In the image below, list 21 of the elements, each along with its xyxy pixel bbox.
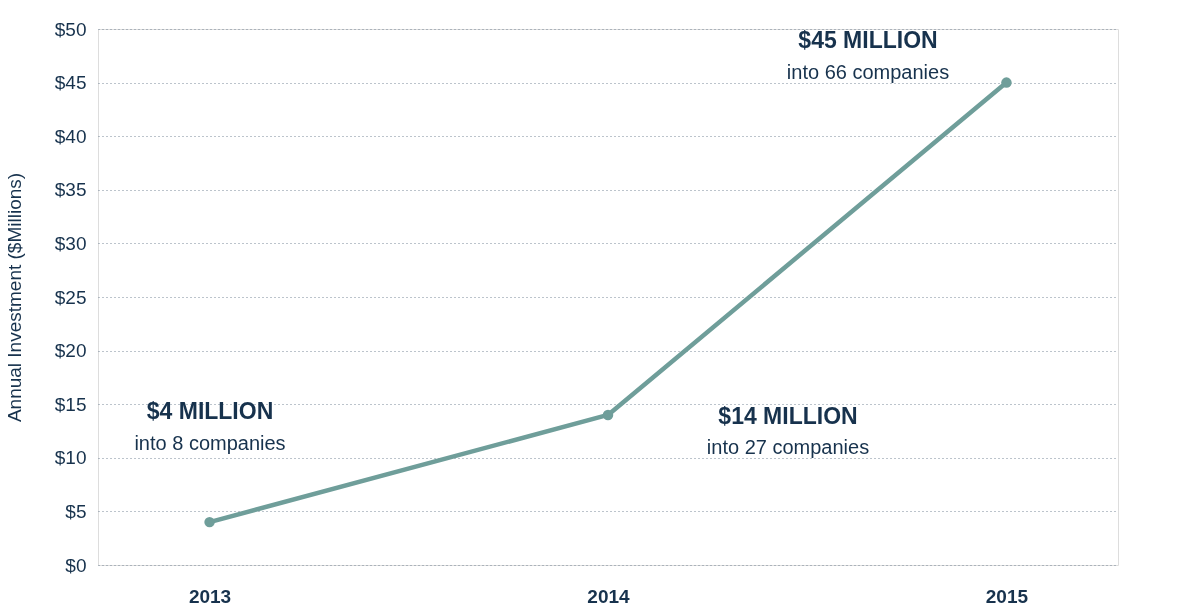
point	[204, 516, 215, 528]
y-tick-label: $15	[54, 393, 87, 415]
point	[602, 409, 614, 421]
y-tick-label: $5	[65, 500, 87, 522]
y-axis-title: Annual Investment ($Millions)	[3, 172, 25, 423]
y-tick-label: $40	[54, 125, 87, 147]
x-tick-label: 2015	[985, 585, 1029, 606]
y-tick-label: $45	[54, 72, 87, 94]
point	[1001, 77, 1012, 88]
x-tick-label: 2013	[188, 585, 232, 606]
x-tick-label: 2014	[587, 585, 631, 606]
y-tick-label: $0	[65, 554, 87, 576]
y-tick-label: $20	[54, 340, 87, 362]
y-tick-label: $30	[54, 232, 87, 254]
annotation: $14 MILLION into 27 companies	[706, 403, 870, 458]
annotation: $45 MILLION into 66 companies	[786, 27, 950, 83]
annotation: $4 MILLION into 8 companies	[134, 398, 286, 454]
y-tick-label: $10	[54, 447, 87, 469]
y-tick-label: $35	[54, 179, 87, 201]
y-tick-label: $25	[54, 286, 87, 308]
y-tick-label: $50	[54, 18, 87, 40]
